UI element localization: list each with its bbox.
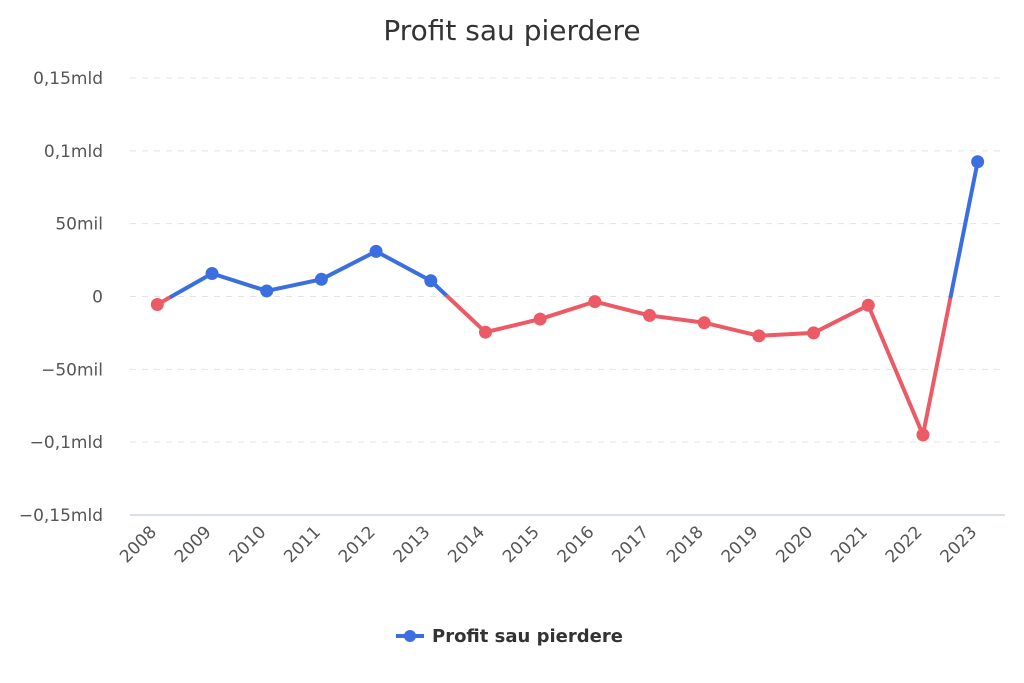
legend[interactable]: Profit sau pierdere — [396, 626, 623, 647]
data-point[interactable] — [861, 298, 875, 312]
line-segment — [264, 277, 324, 293]
data-point[interactable] — [643, 308, 657, 322]
x-tick-label: 2015 — [499, 522, 544, 567]
line-segment — [647, 313, 707, 325]
data-point[interactable] — [314, 272, 328, 286]
x-tick-label: 2008 — [116, 522, 161, 567]
x-tick-label: 2011 — [280, 522, 325, 567]
data-point[interactable] — [916, 428, 930, 442]
data-point[interactable] — [752, 329, 766, 343]
grid-layer — [130, 77, 1005, 516]
series-line — [155, 159, 980, 437]
x-tick-label: 2016 — [554, 522, 599, 567]
legend-point-marker — [404, 630, 416, 642]
y-tick-label: 0,15mld — [33, 69, 103, 89]
data-point[interactable] — [205, 266, 219, 280]
line-segment — [483, 317, 543, 335]
x-tick-label: 2009 — [171, 522, 216, 567]
x-tick-label: 2018 — [663, 522, 708, 567]
x-tick-label: 2010 — [226, 522, 271, 567]
y-tick-label: 0 — [92, 288, 103, 308]
x-tick-label: 2020 — [772, 522, 817, 567]
data-point[interactable] — [588, 295, 602, 309]
line-segment — [210, 271, 269, 293]
y-tick-label: 50mil — [55, 215, 103, 235]
x-tick-label: 2013 — [390, 522, 435, 567]
y-tick-label: −0,15mld — [19, 506, 103, 526]
x-tick-label: 2022 — [882, 522, 927, 567]
data-point[interactable] — [533, 312, 547, 326]
line-segment — [702, 320, 761, 338]
y-tick-label: −0,1mld — [30, 433, 103, 453]
data-point[interactable] — [424, 274, 438, 288]
line-segment — [538, 299, 597, 322]
x-tick-label: 2014 — [444, 522, 489, 567]
data-point[interactable] — [478, 325, 492, 339]
data-point[interactable] — [971, 155, 985, 169]
x-tick-label: 2012 — [335, 522, 380, 567]
data-point[interactable] — [260, 284, 274, 298]
line-segment — [948, 159, 980, 299]
line-segment — [374, 249, 433, 283]
series-points — [150, 155, 985, 442]
legend-label: Profit sau pierdere — [432, 626, 623, 647]
x-tick-label: 2023 — [936, 522, 981, 567]
data-point[interactable] — [807, 326, 821, 340]
line-segment — [811, 303, 871, 335]
line-segment — [920, 294, 953, 437]
data-point[interactable] — [697, 316, 711, 330]
line-segment — [592, 299, 652, 318]
line-segment — [756, 330, 816, 338]
line-segment — [319, 249, 379, 282]
x-tick-label: 2019 — [718, 522, 763, 567]
line-segment — [445, 294, 488, 335]
line-segment — [169, 271, 215, 299]
x-axis-ticks: 2008 2009 2010 2011 2012 2013 2014 2015 2016 2017… — [116, 522, 981, 567]
y-axis-ticks: 0,15mld 0,1mld 50mil 0 −50mil −0,1mld −0,15mld — [19, 69, 103, 526]
x-tick-label: 2017 — [608, 522, 653, 567]
y-tick-label: −50mil — [41, 360, 103, 380]
line-segment — [866, 303, 925, 437]
x-tick-label: 2021 — [827, 522, 872, 567]
y-tick-label: 0,1mld — [44, 142, 103, 162]
data-point[interactable] — [369, 244, 383, 258]
chart-title: Profit sau pierdere — [383, 14, 640, 47]
data-point[interactable] — [150, 298, 164, 312]
